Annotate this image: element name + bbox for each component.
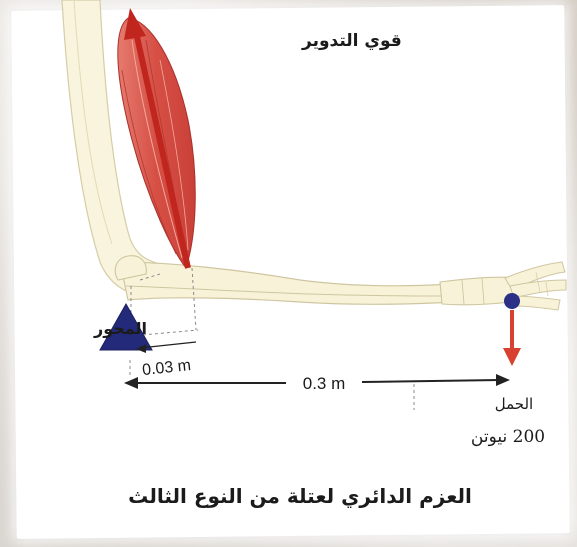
load-marker [503, 293, 521, 366]
pivot-label: المحور [93, 319, 147, 338]
short-distance-arrow [136, 341, 197, 353]
load-value-label: 200 نيوتن [471, 427, 545, 447]
guide-lines [129, 267, 415, 410]
long-distance-arrow [124, 374, 510, 389]
forearm-bones [114, 255, 453, 305]
load-title-label: الحمل [495, 395, 533, 413]
muscle-force-arrow [124, 8, 191, 269]
muscle-label: قوي التدوير [301, 31, 402, 51]
pivot-triangle [99, 302, 153, 351]
long-distance-label: 0.3 m [303, 374, 346, 393]
short-distance-label: 0.03 m [141, 357, 191, 379]
biceps-muscle [117, 17, 196, 270]
caption: العزم الدائري لعتلة من النوع الثالث [128, 484, 472, 509]
hand-bones [439, 261, 567, 311]
